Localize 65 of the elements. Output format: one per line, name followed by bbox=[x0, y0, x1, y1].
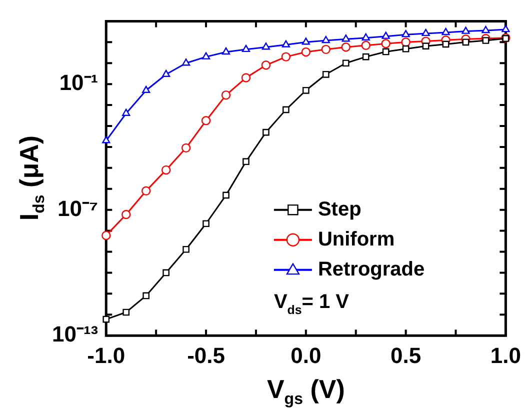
point bbox=[302, 38, 310, 45]
y-tick-label: 10⁻¹ bbox=[59, 70, 98, 96]
point bbox=[202, 52, 210, 60]
point bbox=[241, 73, 251, 82]
point bbox=[482, 26, 490, 34]
point bbox=[282, 106, 290, 114]
point bbox=[122, 210, 131, 220]
point bbox=[242, 44, 250, 52]
point bbox=[362, 53, 370, 60]
x-tick-label: 0.5 bbox=[390, 342, 422, 368]
point bbox=[122, 108, 130, 116]
legend-label: Step bbox=[318, 198, 362, 220]
point bbox=[242, 158, 250, 166]
point bbox=[162, 70, 170, 77]
point bbox=[162, 269, 170, 276]
point bbox=[321, 44, 330, 54]
legend-label: Retrograde bbox=[318, 258, 425, 280]
point bbox=[382, 48, 390, 56]
point bbox=[382, 32, 390, 39]
point bbox=[462, 38, 470, 46]
point bbox=[322, 36, 330, 44]
point bbox=[402, 30, 410, 38]
point bbox=[102, 230, 111, 240]
point bbox=[381, 39, 390, 48]
point bbox=[322, 70, 330, 78]
point bbox=[141, 186, 151, 196]
point bbox=[222, 47, 230, 55]
point bbox=[221, 90, 231, 100]
point bbox=[362, 33, 370, 40]
point bbox=[341, 42, 350, 52]
x-tick-label: 1.0 bbox=[490, 342, 522, 368]
point bbox=[142, 292, 150, 300]
point bbox=[422, 28, 430, 36]
point bbox=[182, 246, 190, 253]
point bbox=[161, 165, 171, 175]
point bbox=[422, 42, 430, 50]
point bbox=[102, 316, 110, 323]
point bbox=[442, 40, 450, 48]
point bbox=[181, 143, 191, 153]
x-axis-title: V$_{gs}$ (V) bbox=[266, 374, 345, 408]
point bbox=[182, 58, 190, 66]
point bbox=[361, 40, 370, 50]
point bbox=[482, 37, 490, 44]
point bbox=[262, 128, 270, 136]
point bbox=[442, 28, 450, 36]
point bbox=[281, 52, 291, 62]
point bbox=[342, 34, 350, 42]
point bbox=[282, 40, 290, 48]
point bbox=[262, 42, 270, 50]
point bbox=[261, 60, 271, 70]
point bbox=[342, 60, 350, 67]
point bbox=[502, 24, 510, 32]
point bbox=[301, 47, 311, 57]
point bbox=[202, 220, 210, 228]
point bbox=[201, 116, 211, 126]
point bbox=[402, 45, 410, 52]
point bbox=[462, 26, 470, 34]
point bbox=[142, 86, 150, 93]
x-tick-label: 0.0 bbox=[290, 342, 322, 368]
x-tick-label: -0.5 bbox=[187, 342, 225, 368]
legend-label: Uniform bbox=[318, 228, 395, 250]
point bbox=[302, 86, 310, 94]
y-tick-label: 10⁻⁷ bbox=[58, 196, 98, 221]
point bbox=[222, 192, 230, 199]
point bbox=[122, 308, 130, 316]
